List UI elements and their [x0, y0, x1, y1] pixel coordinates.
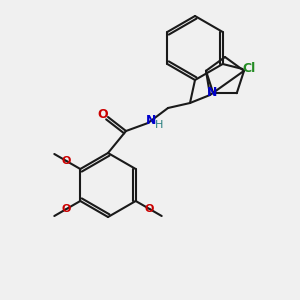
Text: N: N [146, 113, 156, 127]
Text: O: O [145, 204, 154, 214]
Text: O: O [62, 204, 71, 214]
Text: Cl: Cl [242, 62, 255, 76]
Text: O: O [62, 156, 71, 166]
Text: N: N [207, 85, 217, 98]
Text: O: O [98, 109, 108, 122]
Text: H: H [155, 120, 163, 130]
